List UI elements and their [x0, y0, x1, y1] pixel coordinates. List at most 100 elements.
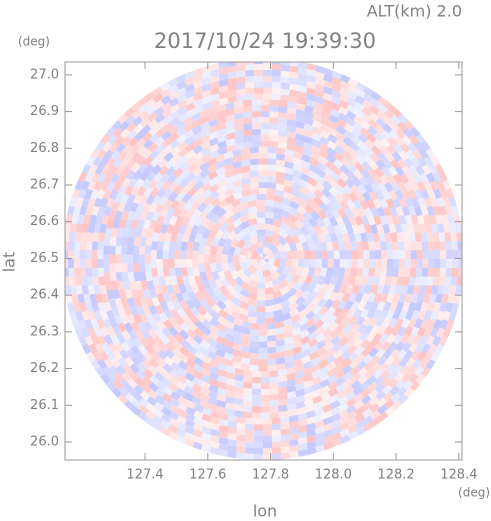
radar-cell [256, 205, 266, 213]
radar-cell [338, 402, 349, 412]
radar-cell [163, 319, 174, 330]
radar-cell [133, 297, 142, 308]
radar-cell [450, 276, 458, 286]
radar-cell [256, 294, 266, 301]
radar-cell [412, 358, 423, 369]
radar-cell [445, 319, 455, 330]
radar-cell [290, 313, 302, 324]
radar-cell [357, 374, 369, 385]
radar-cell [367, 167, 378, 179]
radar-cell [238, 201, 249, 211]
radar-cell [254, 436, 263, 443]
radar-cell [135, 137, 146, 149]
radar-cell [404, 120, 415, 131]
radar-cell [306, 434, 317, 443]
radar-cell [158, 312, 169, 323]
radar-cell [264, 223, 274, 231]
radar-cell [96, 318, 106, 329]
radar-cell [249, 328, 259, 336]
radar-cell [160, 95, 172, 105]
radar-cell [314, 65, 326, 74]
radar-cell [208, 278, 218, 290]
radar-cell [129, 363, 140, 374]
radar-cell [249, 322, 259, 330]
radar-cell [363, 300, 373, 311]
radar-cell [225, 114, 236, 122]
radar-cell [249, 188, 259, 196]
radar-cell [153, 99, 164, 110]
radar-cell [132, 116, 143, 127]
radar-cell [370, 362, 382, 373]
radar-cell [428, 164, 438, 175]
radar-cell [422, 293, 431, 304]
radar-cell [381, 130, 392, 141]
radar-cell [176, 93, 188, 103]
radar-cell [242, 405, 253, 413]
radar-cell [396, 386, 408, 397]
radar-cell [209, 440, 220, 449]
radar-cell [432, 276, 440, 286]
radar-cell [156, 259, 163, 269]
radar-cell [134, 280, 143, 291]
radar-cell [319, 241, 328, 251]
radar-cell [139, 236, 147, 247]
radar-cell [388, 317, 398, 329]
radar-cell [310, 232, 320, 243]
radar-cell [376, 301, 386, 312]
radar-cell [286, 107, 297, 115]
radar-cell [99, 197, 109, 208]
radar-cell [227, 262, 236, 273]
radar-cell [442, 310, 451, 321]
radar-cell [218, 91, 229, 100]
radar-cell [102, 365, 113, 377]
radar-cell [155, 380, 167, 391]
radar-cell [305, 422, 317, 431]
radar-cell [267, 182, 277, 190]
radar-cell [354, 162, 365, 173]
radar-cell [447, 293, 455, 304]
radar-cell [303, 250, 311, 259]
radar-cell [147, 142, 159, 153]
radar-cell [90, 172, 101, 183]
radar-cell [212, 286, 222, 297]
radar-cell [239, 288, 250, 298]
radar-cell [323, 435, 334, 444]
radar-cell [119, 158, 130, 169]
radar-cell [277, 235, 288, 246]
radar-cell [398, 250, 405, 259]
radar-cell [315, 175, 326, 186]
radar-cell [122, 280, 131, 291]
radar-cell [247, 264, 258, 275]
radar-cell [144, 343, 155, 355]
radar-cell [372, 332, 383, 344]
radar-cell [271, 423, 281, 431]
radar-cell [194, 232, 203, 243]
radar-cell [212, 221, 222, 232]
radar-cell [415, 373, 426, 385]
radar-cell [275, 147, 286, 155]
radar-cell [172, 300, 182, 311]
radar-cell [251, 412, 261, 419]
radar-cell [138, 263, 146, 273]
radar-cell [205, 271, 214, 282]
radar-cell [292, 281, 303, 292]
radar-cell [186, 267, 194, 277]
radar-cell [137, 162, 148, 174]
radar-cell [256, 305, 266, 313]
radar-cell [118, 386, 130, 397]
radar-cell [97, 259, 104, 268]
radar-cell [166, 173, 178, 185]
radar-cell [330, 406, 341, 416]
radar-cell [176, 428, 187, 438]
radar-cell [199, 380, 211, 390]
radar-cell [376, 355, 388, 367]
radar-cell [306, 440, 317, 449]
radar-cell [389, 206, 398, 217]
radar-cell [224, 194, 236, 205]
radar-cell [193, 98, 204, 108]
radar-cell [421, 267, 429, 277]
radar-cell [278, 404, 288, 412]
radar-cell [99, 284, 108, 295]
radar-cell [300, 166, 311, 176]
radar-cell [333, 151, 345, 162]
